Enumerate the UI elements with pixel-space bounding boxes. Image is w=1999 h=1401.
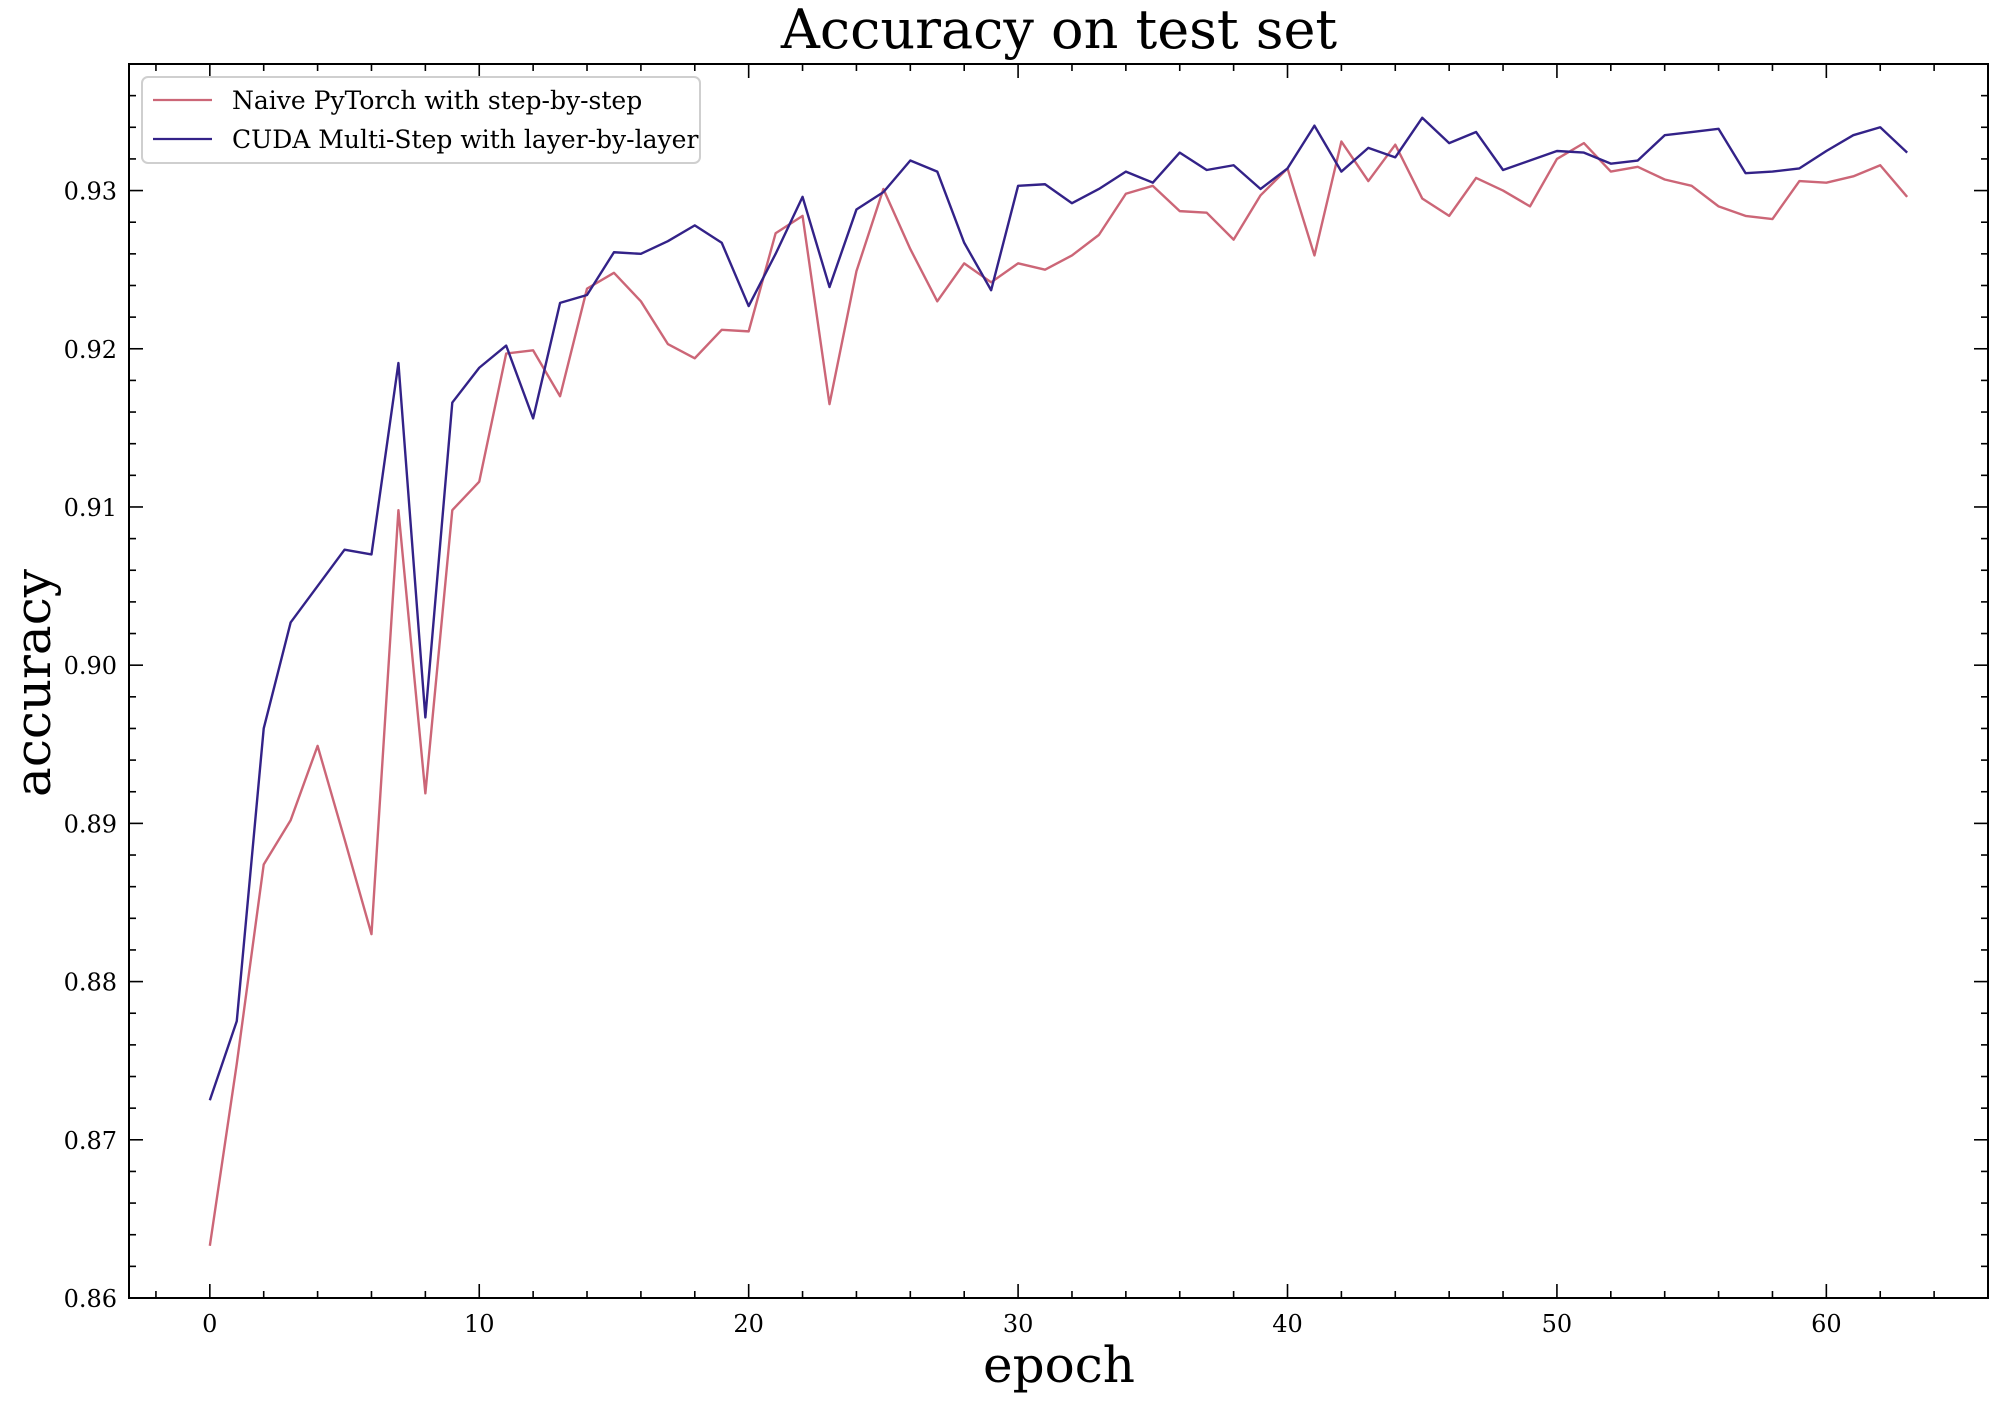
y-tick-label: 0.89 <box>64 810 117 838</box>
x-tick-label: 60 <box>1811 1310 1842 1338</box>
x-tick-label: 50 <box>1542 1310 1573 1338</box>
y-tick-label: 0.92 <box>64 336 117 364</box>
x-tick-label: 30 <box>1003 1310 1034 1338</box>
y-tick-label: 0.86 <box>64 1285 117 1313</box>
series-line-cuda-multistep <box>208 116 1908 1101</box>
x-tick-label: 10 <box>464 1310 495 1338</box>
x-axis-label: epoch <box>983 1336 1135 1394</box>
x-tick-label: 20 <box>733 1310 764 1338</box>
y-tick-label: 0.88 <box>64 969 117 997</box>
legend: Naive PyTorch with step-by-step CUDA Mul… <box>141 76 701 164</box>
legend-label-naive-pytorch: Naive PyTorch with step-by-step <box>232 86 642 115</box>
x-tick-label: 0 <box>202 1310 217 1338</box>
series-lines <box>208 116 1909 1246</box>
series-line-naive-pytorch <box>208 140 1909 1246</box>
y-tick-label: 0.91 <box>64 494 117 522</box>
legend-box <box>141 76 701 164</box>
x-tick-label: 40 <box>1272 1310 1303 1338</box>
y-tick-label: 0.93 <box>64 178 117 206</box>
chart-title: Accuracy on test set <box>780 0 1338 61</box>
y-tick-label: 0.90 <box>64 652 117 680</box>
y-tick-label: 0.87 <box>64 1127 117 1155</box>
axis-ticks: 0 10 20 30 40 50 60 0.86 0.87 0.88 0.89 0.90 0.91 0.9… <box>64 63 1989 1338</box>
plot-area-frame <box>128 63 1989 1299</box>
y-axis-label: accuracy <box>4 568 62 797</box>
legend-label-cuda-multistep: CUDA Multi-Step with layer-by-layer <box>232 125 698 154</box>
